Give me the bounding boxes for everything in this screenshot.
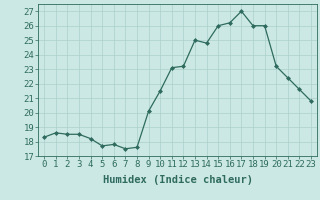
X-axis label: Humidex (Indice chaleur): Humidex (Indice chaleur) bbox=[103, 175, 252, 185]
